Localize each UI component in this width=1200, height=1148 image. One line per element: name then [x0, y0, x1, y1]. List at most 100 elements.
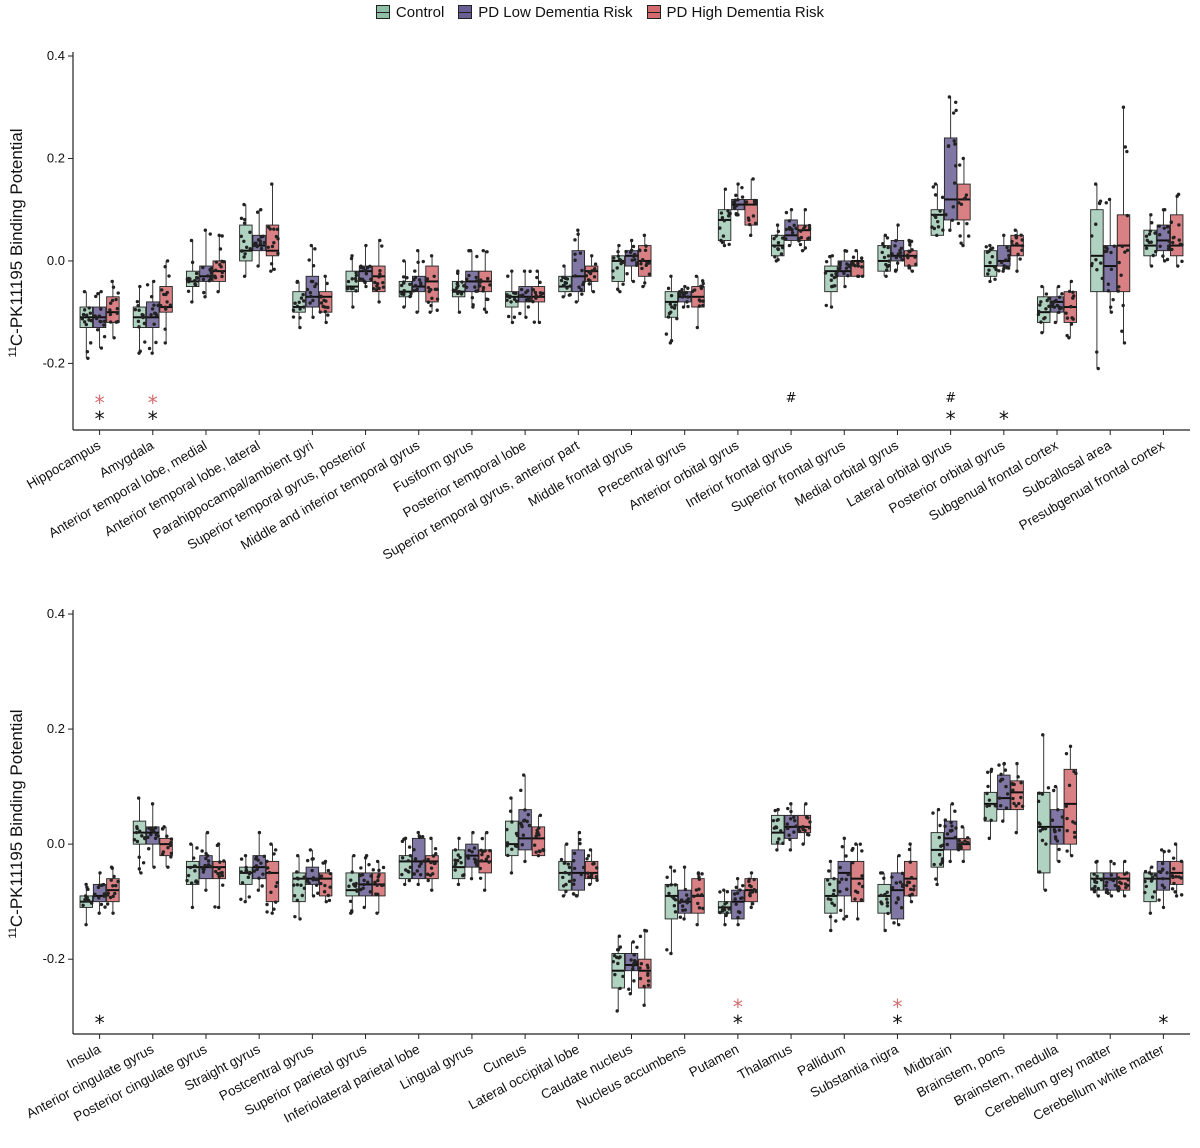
category-group: [451, 248, 492, 314]
data-point: [736, 198, 740, 202]
data-point: [239, 870, 243, 874]
data-point: [163, 327, 167, 331]
data-point: [879, 893, 883, 898]
data-point: [956, 221, 961, 226]
data-point: [433, 287, 438, 291]
data-point: [1122, 341, 1127, 345]
data-point: [409, 291, 413, 296]
data-point: [1099, 878, 1104, 882]
data-point: [185, 878, 189, 883]
data-point: [136, 319, 141, 324]
data-point: [1043, 826, 1048, 831]
data-point: [932, 862, 936, 867]
data-point: [673, 303, 677, 307]
data-point: [697, 877, 702, 881]
data-point: [1053, 320, 1058, 325]
data-point: [613, 972, 617, 977]
data-point: [953, 142, 957, 146]
data-point: [1170, 247, 1174, 252]
data-point: [218, 247, 223, 251]
data-point: [414, 288, 419, 292]
data-point: [1109, 873, 1114, 877]
data-point: [1144, 246, 1149, 250]
data-point: [937, 853, 942, 857]
data-point: [733, 897, 737, 901]
data-point: [533, 290, 538, 295]
data-point: [990, 246, 995, 250]
category-group: [717, 177, 758, 248]
data-point: [775, 818, 779, 823]
data-point: [948, 228, 952, 232]
data-point: [961, 859, 966, 864]
data-point: [1126, 878, 1130, 882]
data-point: [940, 860, 944, 865]
data-point: [295, 279, 300, 284]
data-point: [321, 304, 325, 309]
data-point: [457, 289, 461, 294]
data-point: [295, 883, 300, 887]
data-point: [1117, 285, 1121, 289]
significance-star-pd-high: *: [892, 995, 902, 1019]
x-tick-label: Thalamus: [735, 1041, 795, 1082]
data-point: [909, 899, 914, 904]
data-point: [352, 884, 357, 888]
data-point: [256, 264, 260, 268]
data-point: [314, 883, 319, 887]
data-point: [909, 875, 914, 880]
data-point: [829, 278, 833, 282]
data-point: [324, 320, 328, 325]
data-point: [348, 899, 353, 904]
data-point: [416, 248, 420, 253]
data-point: [89, 901, 94, 905]
data-point: [959, 842, 963, 846]
data-point: [319, 881, 323, 886]
y-tick-label: 0.0: [47, 836, 65, 851]
data-point: [784, 227, 789, 232]
data-point: [1020, 238, 1024, 242]
data-point: [136, 304, 140, 308]
data-point: [165, 259, 170, 263]
data-point: [87, 306, 91, 310]
data-point: [680, 287, 684, 292]
data-point: [1112, 862, 1116, 866]
data-point: [189, 238, 194, 243]
data-point: [838, 889, 842, 894]
data-point: [1162, 885, 1166, 890]
data-point: [1017, 801, 1021, 806]
data-point: [169, 837, 174, 841]
data-point: [273, 848, 278, 852]
data-point: [462, 284, 466, 288]
data-point: [160, 288, 164, 292]
data-point: [195, 846, 199, 850]
data-point: [308, 301, 312, 305]
data-point: [112, 874, 116, 879]
data-point: [587, 882, 592, 887]
data-point: [311, 264, 316, 268]
data-point: [242, 255, 246, 259]
data-point: [634, 960, 638, 964]
data-point: [524, 315, 528, 319]
data-point: [510, 320, 515, 325]
data-point: [486, 276, 490, 281]
data-point: [1179, 893, 1184, 897]
box: [425, 265, 439, 303]
category-group: [451, 830, 492, 892]
category-group: [505, 773, 546, 875]
data-point: [986, 784, 990, 789]
data-point: [1069, 322, 1074, 326]
category-group: [132, 796, 174, 875]
box: [239, 224, 253, 262]
data-point: [733, 892, 737, 896]
data-point: [98, 871, 102, 875]
data-point: [673, 910, 678, 914]
data-point: [151, 828, 155, 832]
data-point: [1094, 257, 1098, 262]
category-group: [1089, 105, 1131, 371]
data-point: [200, 849, 204, 853]
data-point: [726, 214, 731, 218]
y-tick-label: -0.2: [43, 355, 65, 370]
data-point: [377, 275, 381, 279]
data-point: [1057, 847, 1061, 852]
data-point: [1070, 853, 1074, 858]
data-point: [166, 845, 170, 850]
